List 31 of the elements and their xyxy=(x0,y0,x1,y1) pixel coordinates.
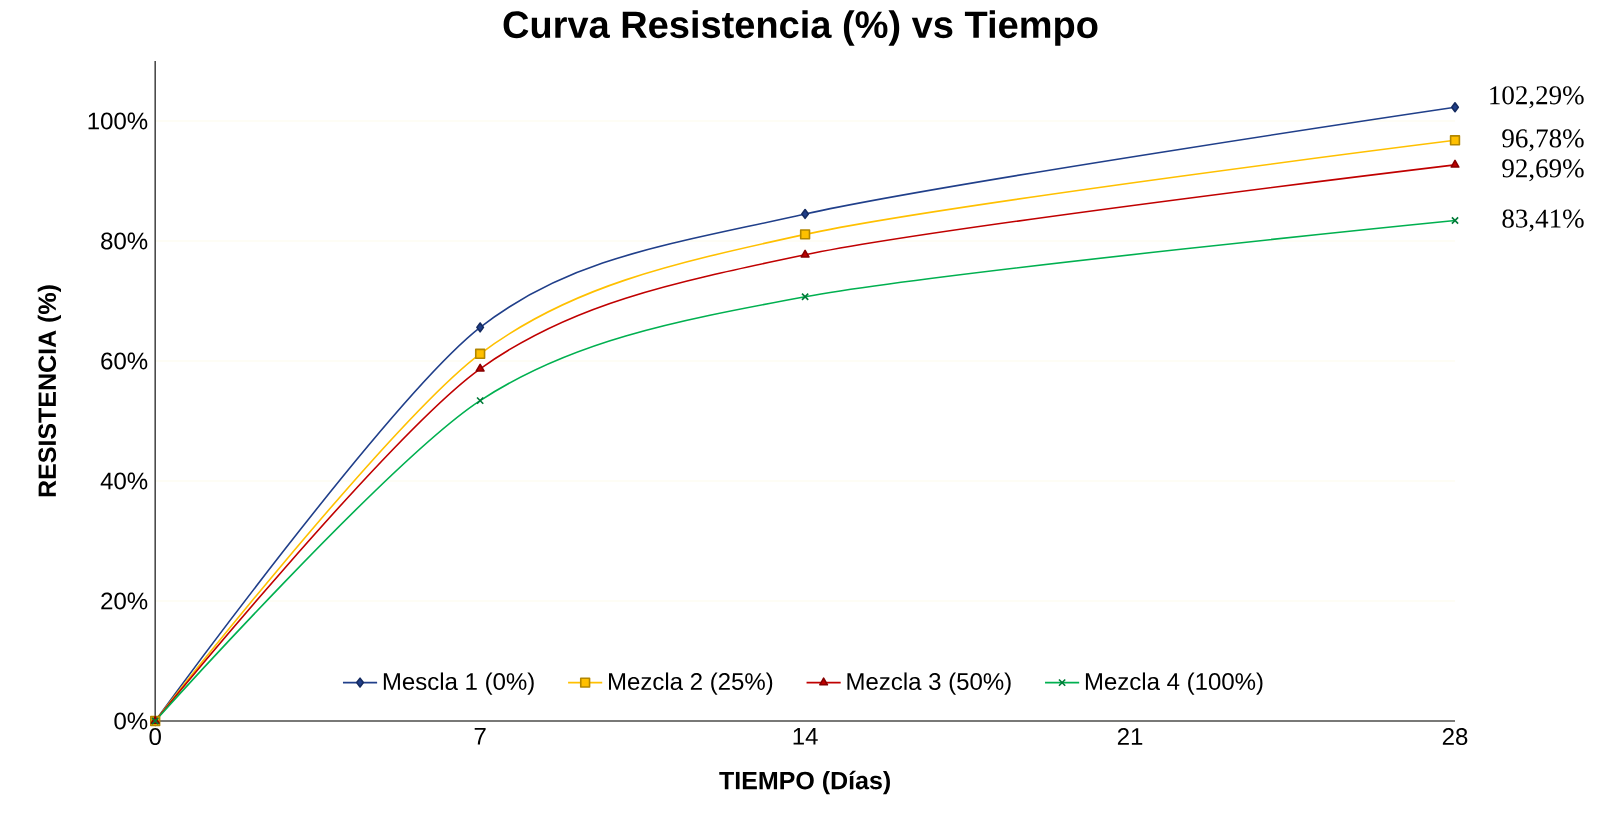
point xyxy=(1450,159,1460,168)
x-tick-label: 14 xyxy=(793,728,818,745)
point xyxy=(476,322,485,333)
x-tick-label: 0 xyxy=(149,728,161,746)
x-tick-label: 21 xyxy=(1117,728,1143,745)
data-label: 102,29% xyxy=(1490,86,1584,109)
chart-title: Curva Resistencia (%) vs Tiempo xyxy=(503,10,1098,46)
point xyxy=(1450,102,1460,113)
legend-label: Mezcla 3 (50%) xyxy=(847,672,1011,695)
y-tick-label: 60% xyxy=(101,352,148,370)
y-axis-title: RESISTENCIA (%) xyxy=(37,285,62,497)
data-label: 96,78% xyxy=(1502,129,1584,152)
x-tick-label: 28 xyxy=(1442,728,1468,746)
y-tick-label: 0% xyxy=(114,712,148,730)
legend-label: Mezcla 2 (25%) xyxy=(609,672,773,695)
data-label: 92,69% xyxy=(1502,159,1584,182)
legend-label: Mezcla 4 (100%) xyxy=(1085,672,1263,695)
point xyxy=(475,363,485,372)
y-tick-label: 40% xyxy=(100,472,148,490)
point xyxy=(1449,135,1461,146)
point xyxy=(474,348,486,359)
y-tick-label: 80% xyxy=(101,232,148,250)
y-tick-label: 20% xyxy=(101,592,148,610)
point xyxy=(801,208,810,220)
point xyxy=(800,249,810,258)
point xyxy=(799,229,811,240)
data-label: 83,41% xyxy=(1502,209,1584,232)
legend-label: Mescla 1 (0%) xyxy=(383,672,534,695)
x-tick-label: 7 xyxy=(474,728,486,745)
y-tick-label: 100% xyxy=(88,112,148,130)
x-axis-title: TIEMPO (Días) xyxy=(719,770,890,795)
